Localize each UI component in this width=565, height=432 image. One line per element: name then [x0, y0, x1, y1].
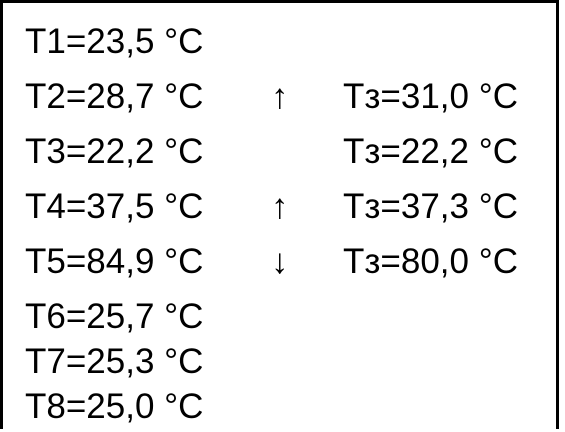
temperature-reading: T1=23,5 °C — [25, 22, 204, 61]
temperature-reading: T3=22,2 °C — [25, 132, 204, 171]
sensor-row-t6: T6=25,7 °C — [3, 292, 556, 342]
temperature-reading: T5=84,9 °C — [25, 242, 204, 281]
temperature-reading: T7=25,3 °C — [25, 342, 204, 381]
temperature-reading: T4=37,5 °C — [25, 187, 204, 226]
sensor-row-t8: T8=25,0 °C — [3, 382, 556, 432]
sensor-row-t4: T4=37,5 °C ↑ Tз=37,3 °C — [3, 182, 556, 232]
arrow-up-icon: ↑ — [271, 77, 289, 116]
arrow-down-icon: ↓ — [271, 242, 289, 281]
arrow-up-icon: ↑ — [271, 187, 289, 226]
temperature-reading: T8=25,0 °C — [25, 387, 204, 426]
setpoint-value: Tз=80,0 °C — [343, 242, 518, 281]
setpoint-value: Tз=22,2 °C — [343, 132, 518, 171]
sensor-row-t7: T7=25,3 °C — [3, 337, 556, 387]
sensor-row-t1: T1=23,5 °C — [3, 17, 556, 67]
sensor-row-t5: T5=84,9 °C ↓ Tз=80,0 °C — [3, 237, 556, 287]
temperature-reading: T6=25,7 °C — [25, 297, 204, 336]
temperature-reading: T2=28,7 °C — [25, 77, 204, 116]
sensor-row-t3: T3=22,2 °C Tз=22,2 °C — [3, 127, 556, 177]
setpoint-value: Tз=31,0 °C — [343, 77, 518, 116]
sensor-row-t2: T2=28,7 °C ↑ Tз=31,0 °C — [3, 72, 556, 122]
setpoint-value: Tз=37,3 °C — [343, 187, 518, 226]
